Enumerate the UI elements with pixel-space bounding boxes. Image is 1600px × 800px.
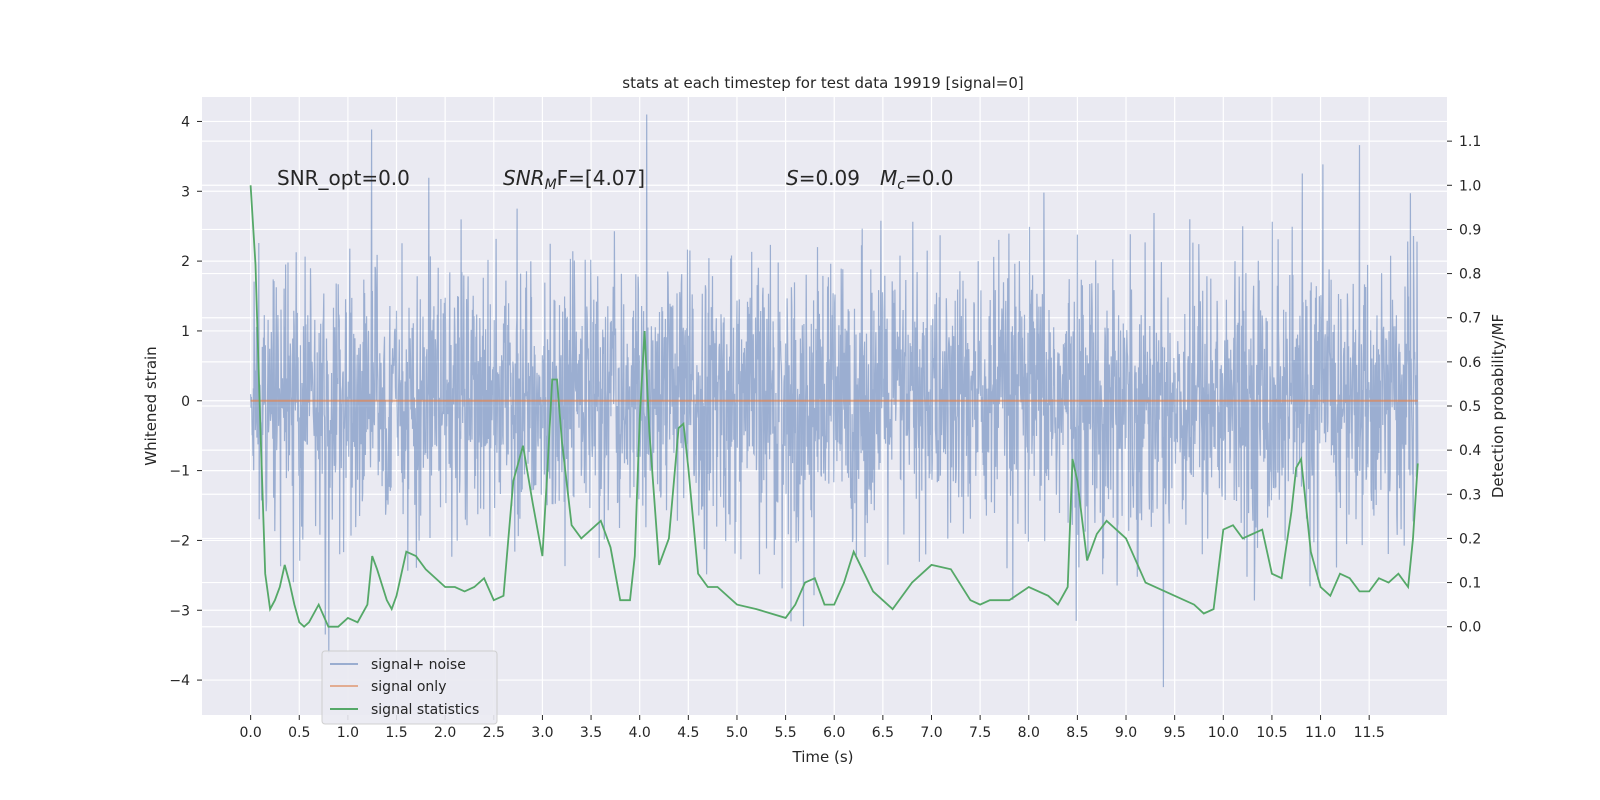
x-tick-label-8: 4.0 bbox=[629, 725, 651, 741]
x-tick-label-13: 6.5 bbox=[872, 725, 894, 741]
annotation-snr-mf-sub: M bbox=[545, 177, 557, 193]
x-tick-label-15: 7.5 bbox=[969, 725, 991, 741]
chart-title: stats at each timestep for test data 199… bbox=[622, 74, 1023, 92]
y-right-tick-label-3: 0.3 bbox=[1459, 487, 1481, 503]
legend-label-noise: signal+ noise bbox=[371, 657, 466, 673]
annotation-snr-mf-rest: F=[4.07] bbox=[557, 166, 645, 190]
y-right-tick-label-0: 0.0 bbox=[1459, 620, 1481, 636]
y-axis-left: −4 −3 −2 −1 0 1 2 3 4 bbox=[169, 114, 202, 689]
x-tick-label-10: 5.0 bbox=[726, 725, 748, 741]
legend: signal+ noise signal only signal statist… bbox=[321, 650, 498, 725]
y-left-tick-label-1: −3 bbox=[169, 603, 190, 619]
y-right-tick-label-9: 0.9 bbox=[1459, 222, 1481, 238]
x-tick-label-18: 9.0 bbox=[1115, 725, 1137, 741]
y-right-tick-label-7: 0.7 bbox=[1459, 311, 1481, 327]
x-axis-title: Time (s) bbox=[792, 748, 854, 766]
y-right-tick-label-5: 0.5 bbox=[1459, 399, 1481, 415]
x-tick-label-14: 7.0 bbox=[920, 725, 942, 741]
x-tick-label-3: 1.5 bbox=[385, 725, 407, 741]
x-tick-label-23: 11.5 bbox=[1354, 725, 1385, 741]
x-tick-label-17: 8.5 bbox=[1066, 725, 1088, 741]
x-tick-label-7: 3.5 bbox=[580, 725, 602, 741]
annotation-mc: Mc=0.0 bbox=[880, 166, 954, 193]
x-tick-label-21: 10.5 bbox=[1256, 725, 1287, 741]
noise-line bbox=[250, 114, 1419, 688]
annotation-s: S=0.09 bbox=[786, 166, 860, 190]
stats-series bbox=[249, 185, 1419, 628]
annotation-s-value: =0.09 bbox=[799, 166, 860, 190]
annotations: SNR_opt=0.0 SNRMF=[4.07] S=0.09 Mc=0.0 bbox=[277, 166, 954, 193]
legend-label-stats: signal statistics bbox=[371, 702, 479, 718]
legend-box bbox=[321, 650, 498, 725]
y-left-tick-label-4: 0 bbox=[181, 394, 190, 410]
x-tick-label-12: 6.0 bbox=[823, 725, 845, 741]
y-left-tick-label-3: −1 bbox=[169, 464, 190, 480]
y-right-tick-label-6: 0.6 bbox=[1459, 355, 1481, 371]
y-axis-right: 0.0 0.1 0.2 0.3 0.4 0.5 0.6 0.7 0.8 0.9 1.0 1.1 bbox=[1447, 134, 1481, 636]
x-tick-label-22: 11.0 bbox=[1305, 725, 1336, 741]
y-right-tick-label-8: 0.8 bbox=[1459, 267, 1481, 283]
y-axis-left-title: Whitened strain bbox=[142, 346, 160, 465]
annotation-mc-value: =0.0 bbox=[905, 166, 954, 190]
annotation-snr-mf-main: SNR bbox=[503, 166, 545, 190]
annotation-snr-mf: SNRMF=[4.07] bbox=[503, 166, 645, 193]
y-left-tick-label-0: −4 bbox=[169, 673, 190, 689]
y-right-tick-label-4: 0.4 bbox=[1459, 443, 1481, 459]
x-tick-label-11: 5.5 bbox=[774, 725, 796, 741]
legend-label-signal: signal only bbox=[371, 679, 446, 695]
noise-series bbox=[250, 114, 1419, 688]
y-axis-right-title: Detection probability/MF bbox=[1489, 314, 1507, 498]
x-tick-label-19: 9.5 bbox=[1164, 725, 1186, 741]
y-left-tick-label-6: 2 bbox=[181, 254, 190, 270]
annotation-s-label: S bbox=[786, 166, 799, 190]
x-tick-label-9: 4.5 bbox=[677, 725, 699, 741]
x-tick-label-5: 2.5 bbox=[483, 725, 505, 741]
y-left-tick-label-8: 4 bbox=[181, 114, 190, 130]
y-left-tick-label-2: −2 bbox=[169, 533, 190, 549]
x-tick-label-1: 0.5 bbox=[288, 725, 310, 741]
x-tick-label-0: 0.0 bbox=[240, 725, 262, 741]
x-tick-label-20: 10.0 bbox=[1208, 725, 1239, 741]
annotation-mc-main: M bbox=[880, 166, 897, 190]
x-axis: 0.0 0.5 1.0 1.5 2.0 2.5 3.0 3.5 4.0 4.5 5.0 5.5 6.0 6… bbox=[240, 715, 1385, 741]
y-left-tick-label-5: 1 bbox=[181, 324, 190, 340]
annotation-snr-opt: SNR_opt=0.0 bbox=[277, 166, 410, 190]
x-tick-label-2: 1.0 bbox=[337, 725, 359, 741]
annotation-mc-sub: c bbox=[897, 177, 905, 193]
y-right-tick-label-2: 0.2 bbox=[1459, 531, 1481, 547]
y-right-tick-label-1: 0.1 bbox=[1459, 576, 1481, 592]
y-left-tick-label-7: 3 bbox=[181, 184, 190, 200]
x-tick-label-4: 2.0 bbox=[434, 725, 456, 741]
x-tick-label-6: 3.0 bbox=[531, 725, 553, 741]
stats-line bbox=[249, 185, 1419, 628]
y-right-tick-label-10: 1.0 bbox=[1459, 178, 1481, 194]
y-right-tick-label-11: 1.1 bbox=[1459, 134, 1481, 150]
x-tick-label-16: 8.0 bbox=[1018, 725, 1040, 741]
